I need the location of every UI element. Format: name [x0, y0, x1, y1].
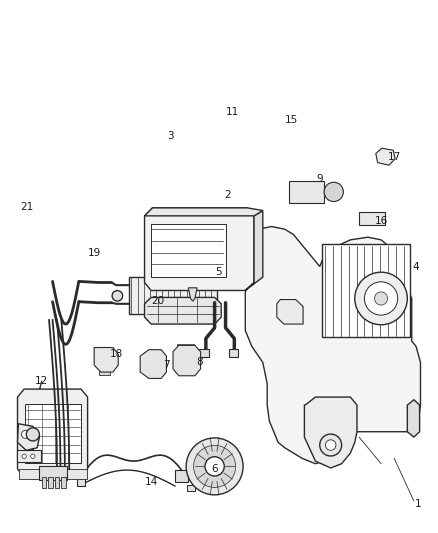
Bar	[64, 421, 69, 464]
Bar	[187, 485, 195, 491]
Polygon shape	[277, 300, 303, 324]
Bar	[17, 450, 41, 462]
Text: 16: 16	[374, 216, 388, 226]
Polygon shape	[145, 208, 254, 290]
Polygon shape	[245, 211, 263, 290]
Bar	[77, 476, 85, 486]
Text: 14: 14	[145, 478, 158, 487]
Circle shape	[31, 454, 35, 458]
Bar	[289, 181, 324, 203]
Bar	[101, 351, 112, 367]
Bar	[61, 477, 66, 488]
Circle shape	[186, 438, 243, 495]
Text: 19: 19	[88, 248, 101, 258]
Text: 6: 6	[211, 464, 218, 474]
Circle shape	[374, 292, 388, 305]
Polygon shape	[304, 397, 357, 468]
Text: 5: 5	[215, 267, 223, 277]
Bar	[48, 477, 53, 488]
Text: 15: 15	[285, 115, 298, 125]
Bar	[177, 344, 194, 350]
Polygon shape	[173, 345, 201, 376]
Circle shape	[324, 182, 343, 201]
Bar	[25, 404, 81, 463]
Polygon shape	[376, 148, 395, 165]
Text: 8: 8	[196, 358, 203, 367]
Bar	[175, 470, 188, 482]
Circle shape	[194, 446, 236, 487]
Text: 11: 11	[226, 107, 239, 117]
Text: 12: 12	[35, 376, 48, 386]
Polygon shape	[18, 424, 39, 450]
Polygon shape	[145, 208, 263, 216]
Circle shape	[205, 457, 224, 476]
Bar	[151, 224, 226, 277]
Bar	[199, 349, 209, 357]
Bar	[175, 349, 197, 372]
Text: 2: 2	[224, 190, 231, 199]
Circle shape	[325, 440, 336, 450]
Text: 3: 3	[167, 131, 174, 141]
Text: 4: 4	[413, 262, 420, 271]
Polygon shape	[244, 227, 420, 464]
Circle shape	[364, 282, 398, 315]
Bar	[359, 212, 385, 225]
Text: 17: 17	[388, 152, 401, 162]
Text: 7: 7	[163, 360, 170, 370]
Bar	[129, 277, 217, 314]
Polygon shape	[140, 350, 166, 378]
Polygon shape	[18, 389, 88, 477]
Text: 1: 1	[415, 499, 422, 508]
Bar	[229, 349, 238, 357]
Bar	[99, 367, 110, 375]
Bar	[39, 466, 67, 480]
Text: 9: 9	[316, 174, 323, 183]
Polygon shape	[145, 297, 221, 324]
Circle shape	[28, 431, 36, 438]
Text: 18: 18	[110, 350, 123, 359]
Polygon shape	[407, 400, 420, 437]
Circle shape	[355, 272, 407, 325]
Bar	[144, 352, 162, 373]
Circle shape	[22, 454, 26, 458]
Circle shape	[320, 434, 342, 456]
Bar	[55, 477, 59, 488]
Bar	[71, 421, 77, 464]
Text: 21: 21	[21, 202, 34, 212]
Polygon shape	[94, 348, 118, 372]
Circle shape	[26, 428, 39, 441]
Circle shape	[21, 431, 29, 438]
Bar	[42, 477, 46, 488]
Bar	[19, 469, 87, 479]
Circle shape	[112, 290, 123, 301]
Polygon shape	[188, 288, 197, 301]
Bar	[322, 244, 410, 337]
Text: 20: 20	[151, 296, 164, 306]
